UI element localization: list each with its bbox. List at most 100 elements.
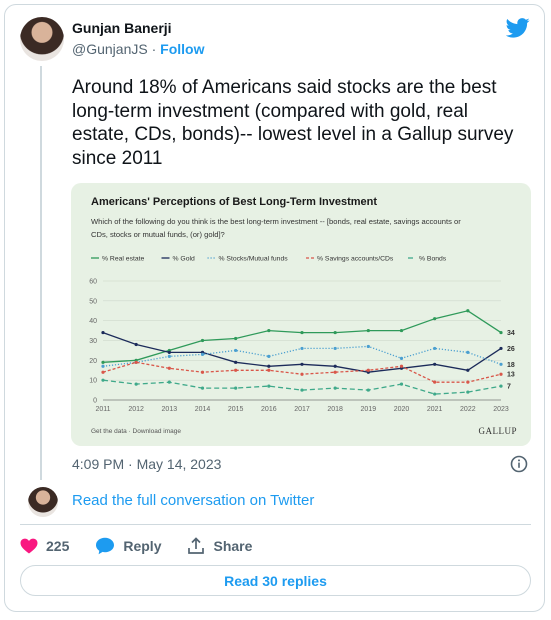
data-point [234,368,238,372]
data-point [499,346,503,351]
y-tick-label: 20 [89,358,97,365]
data-point [366,344,370,349]
tweet-text: Around 18% of Americans said stocks are … [72,76,532,170]
x-tick-label: 2011 [95,406,110,413]
data-point [433,392,437,396]
data-point [134,382,138,386]
tweet-text-line: since 2011 [72,147,163,169]
data-point [333,364,337,368]
author-name[interactable]: Gunjan Banerji [72,20,172,36]
twitter-bird-icon[interactable] [506,18,530,38]
data-point [499,330,503,335]
x-tick-label: 2016 [261,406,277,413]
y-tick-label: 40 [89,318,97,325]
data-point [399,364,404,368]
data-point [134,360,138,364]
read-replies-button[interactable]: Read 30 replies [20,565,531,596]
data-point [499,362,503,366]
share-icon [188,537,205,554]
data-point [300,362,304,366]
heart-icon [20,538,38,554]
divider [20,524,531,525]
data-point [333,370,337,374]
y-tick-label: 50 [89,298,97,305]
data-point [433,317,437,321]
legend-label: % Savings accounts/CDs [317,256,394,263]
x-tick-label: 2023 [493,406,509,413]
reply-bubble-icon [96,537,115,555]
author-handle[interactable]: @GunjanJS [72,41,148,57]
data-point [167,350,171,354]
thread-line [40,66,42,480]
x-tick-label: 2019 [361,406,377,413]
x-tick-label: 2022 [460,406,476,413]
data-point [200,370,205,374]
x-tick-label: 2013 [162,406,178,413]
end-value-label: 34 [507,330,515,337]
share-label: Share [213,538,253,554]
y-tick-label: 30 [89,338,97,345]
end-labels: 34 26 18 13 7 [507,330,515,391]
author-avatar-small[interactable] [28,487,58,517]
chart-title: Americans' Perceptions of Best Long-Term… [91,196,377,208]
like-count: 225 [46,538,70,554]
legend-label: % Stocks/Mutual funds [219,256,289,263]
data-point [399,356,404,360]
y-tick-label: 10 [89,378,97,385]
chart-svg: Americans' Perceptions of Best Long-Term… [89,196,518,436]
legend-item: % Savings accounts/CDs [306,256,394,263]
data-point [267,364,271,368]
gallup-logo: GALLUP [479,426,518,436]
reply-label: Reply [123,538,162,554]
data-point [499,384,503,388]
data-point [466,390,470,394]
tweet-text-line: estate, CDs, bonds)-- lowest level in a … [72,124,514,145]
data-point [466,380,470,384]
data-point [101,378,105,382]
author-avatar[interactable] [20,17,64,61]
tweet-timestamp[interactable]: 4:09 PM · May 14, 2023 [72,456,222,472]
data-point [399,328,404,333]
data-point [200,352,205,356]
follow-button[interactable]: Follow [160,41,205,57]
data-point [267,354,271,358]
data-point [433,380,437,384]
handle-separator: · [147,41,161,57]
chart-series [101,309,503,396]
data-point [366,388,370,392]
tweet-text-line: long-term investment (compared with gold… [72,100,469,122]
data-point [433,346,437,351]
x-axis: 2011 2012 2013 2014 2015 2016 2017 2018 2019 2020… [95,406,508,413]
data-point [300,346,304,351]
reply-button[interactable]: Reply [95,537,161,555]
data-point [300,372,304,376]
read-conversation-link[interactable]: Read the full conversation on Twitter [72,492,315,509]
info-icon[interactable] [509,454,529,474]
y-tick-label: 60 [89,279,97,286]
x-tick-label: 2018 [327,406,343,413]
series-line [102,379,502,395]
chart-subtitle: Which of the following do you think is t… [91,217,461,226]
like-button[interactable]: 225 [20,538,69,554]
end-value-label: 26 [507,346,515,353]
data-point [333,346,337,351]
x-tick-label: 2012 [128,406,144,413]
tweet-text-line: Around 18% of Americans said stocks are … [72,77,497,98]
share-button[interactable]: Share [187,537,252,555]
data-point [101,364,105,368]
chart-footer-links[interactable]: Get the data · Download image [91,428,181,435]
chart-image[interactable]: Americans' Perceptions of Best Long-Term… [71,183,531,446]
legend-item: % Stocks/Mutual funds [207,256,289,263]
data-point [234,336,238,341]
data-point [333,386,337,390]
data-point [101,370,105,374]
data-point [134,342,138,347]
data-point [234,386,238,390]
data-point [366,368,370,372]
series-line [102,310,502,363]
data-point [267,384,271,388]
chart-legend: % Real estate % Gold % Stocks/Mutual funds… [91,256,447,263]
data-point [300,388,304,392]
data-point [333,330,337,335]
legend-label: % Bonds [419,256,447,263]
